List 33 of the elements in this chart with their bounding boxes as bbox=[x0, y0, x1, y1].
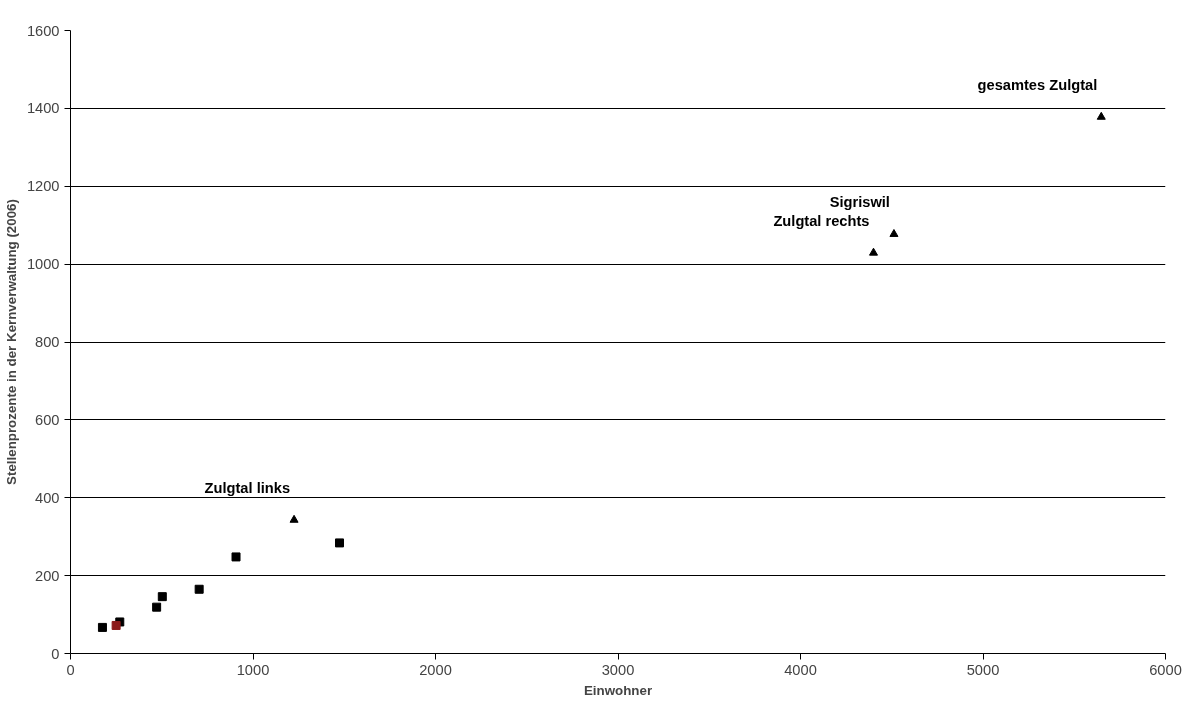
x-tick-label: 6000 bbox=[1149, 661, 1182, 678]
y-tick-label: 1600 bbox=[26, 22, 60, 39]
y-tick-label: 1400 bbox=[26, 100, 60, 117]
point bbox=[231, 552, 241, 562]
y-tick-label: 600 bbox=[35, 411, 60, 428]
annotation: gesamtes Zulgtal bbox=[977, 76, 1098, 93]
x-tick-label: 3000 bbox=[601, 661, 635, 678]
x-tick-label: 0 bbox=[66, 661, 75, 678]
y-tick-label: 1000 bbox=[26, 256, 60, 273]
x-tick-label: 2000 bbox=[419, 661, 452, 678]
annotation: Sigriswil bbox=[829, 194, 890, 211]
point bbox=[869, 247, 878, 256]
point bbox=[194, 584, 204, 594]
point bbox=[111, 620, 121, 630]
x-tick-label: 5000 bbox=[966, 661, 1000, 678]
x-tick-label: 4000 bbox=[784, 661, 817, 678]
y-tick-label: 1200 bbox=[26, 178, 60, 195]
point bbox=[97, 622, 107, 632]
y-tick-label: 0 bbox=[51, 645, 60, 662]
point bbox=[289, 514, 299, 523]
point bbox=[152, 602, 162, 612]
x-tick-label: 1000 bbox=[236, 661, 270, 678]
annotation: Zulgtal rechts bbox=[773, 212, 870, 229]
annotation: Zulgtal links bbox=[204, 479, 291, 496]
x-axis-title: Einwohner bbox=[583, 682, 653, 698]
point bbox=[1096, 111, 1106, 120]
y-tick-label: 200 bbox=[35, 567, 60, 584]
point bbox=[335, 538, 345, 548]
point bbox=[157, 592, 167, 602]
y-tick-label: 400 bbox=[35, 489, 60, 506]
y-axis-title: Stellenprozente in der Kernverwaltung (2006) bbox=[3, 199, 19, 485]
y-tick-label: 800 bbox=[35, 334, 60, 350]
point bbox=[889, 229, 899, 237]
